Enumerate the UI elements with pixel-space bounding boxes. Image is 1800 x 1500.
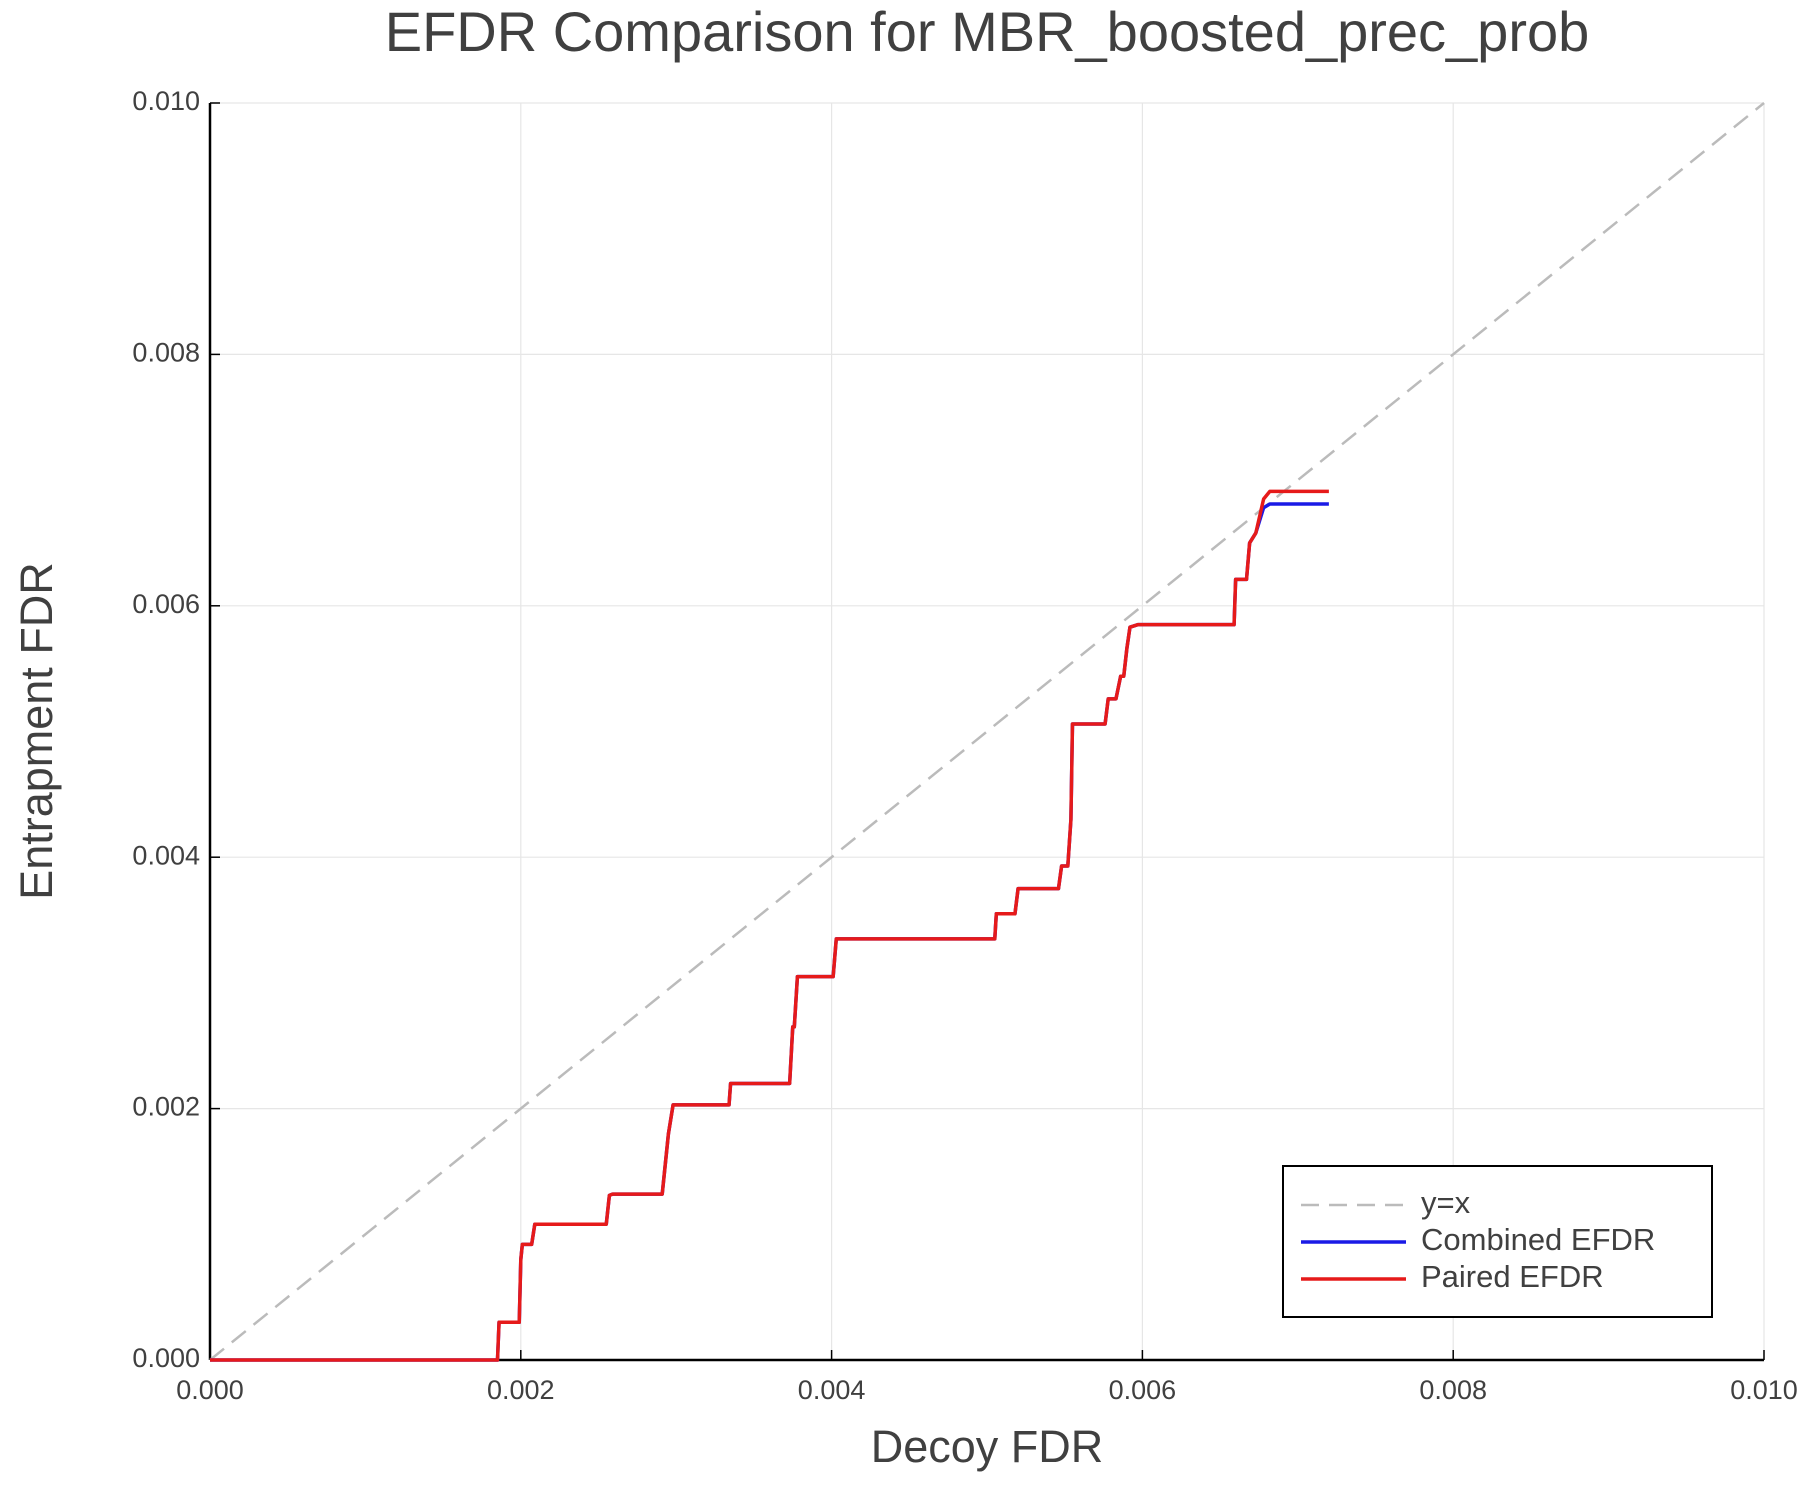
legend-label: Paired EFDR xyxy=(1421,1259,1604,1294)
y-axis-label: Entrapment FDR xyxy=(11,562,62,900)
y-tick-label: 0.008 xyxy=(132,338,200,368)
y-tick-label: 0.010 xyxy=(132,86,200,116)
chart-title: EFDR Comparison for MBR_boosted_prec_pro… xyxy=(385,0,1590,63)
series-line xyxy=(210,489,1329,1362)
x-axis-label: Decoy FDR xyxy=(871,1421,1104,1472)
y-tick-label: 0.000 xyxy=(132,1343,200,1373)
y-tick-label: 0.006 xyxy=(132,589,200,619)
x-tick-label: 0.010 xyxy=(1730,1375,1798,1405)
x-tick-label: 0.002 xyxy=(487,1375,555,1405)
x-tick-label: 0.008 xyxy=(1419,1375,1487,1405)
legend-label: y=x xyxy=(1421,1185,1471,1220)
series-line xyxy=(210,502,1329,1362)
x-tick-label: 0.004 xyxy=(798,1375,866,1405)
y-tick-label: 0.002 xyxy=(132,1092,200,1122)
y-tick-label: 0.004 xyxy=(132,840,200,870)
x-tick-label: 0.000 xyxy=(176,1375,244,1405)
x-tick-label: 0.006 xyxy=(1109,1375,1177,1405)
series-line xyxy=(209,102,1765,1361)
legend-label: Combined EFDR xyxy=(1421,1222,1655,1257)
